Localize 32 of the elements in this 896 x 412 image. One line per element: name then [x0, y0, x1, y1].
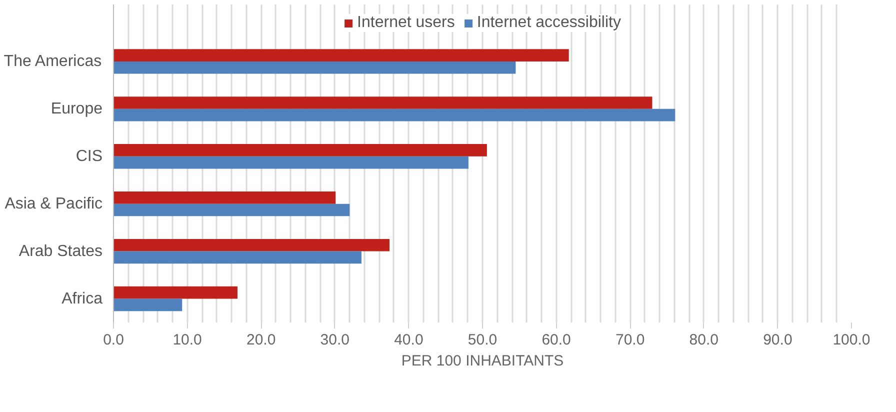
x-tick-label: 10.0: [172, 332, 202, 348]
x-tick-label: 20.0: [246, 332, 276, 348]
bar: [114, 238, 390, 252]
bar: [114, 298, 182, 312]
y-tick-label: Asia & Pacific: [4, 195, 102, 212]
bar: [114, 204, 350, 216]
bar: [114, 96, 652, 109]
x-tick-label: 100.0: [832, 332, 870, 348]
bar: [114, 192, 336, 204]
bar: [114, 156, 468, 169]
bar: [114, 144, 487, 156]
bar: [114, 108, 676, 122]
x-tick-label: 80.0: [689, 332, 719, 348]
y-tick-label: Arab States: [18, 242, 103, 260]
y-tick-label: The Americas: [4, 52, 102, 70]
x-axis-title: PER 100 INHABITANTS: [401, 352, 564, 370]
x-tick-label: 0.0: [103, 332, 124, 348]
x-tick-label: 90.0: [763, 332, 792, 348]
y-tick-label: CIS: [76, 148, 102, 165]
legend-label: Internet accessibility: [476, 14, 621, 32]
x-tick-label: 70.0: [616, 332, 645, 348]
y-tick-label: Africa: [62, 290, 103, 308]
bar: [114, 49, 569, 62]
x-tick-label: 30.0: [320, 332, 350, 348]
bar: [114, 286, 238, 299]
legend-label: Internet users: [357, 14, 455, 32]
x-tick-label: 60.0: [542, 332, 571, 348]
bar: [114, 61, 516, 74]
x-tick-label: 40.0: [394, 332, 424, 348]
y-tick-label: Europe: [50, 100, 103, 118]
bar: [114, 251, 362, 264]
x-tick-label: 50.0: [468, 332, 498, 348]
